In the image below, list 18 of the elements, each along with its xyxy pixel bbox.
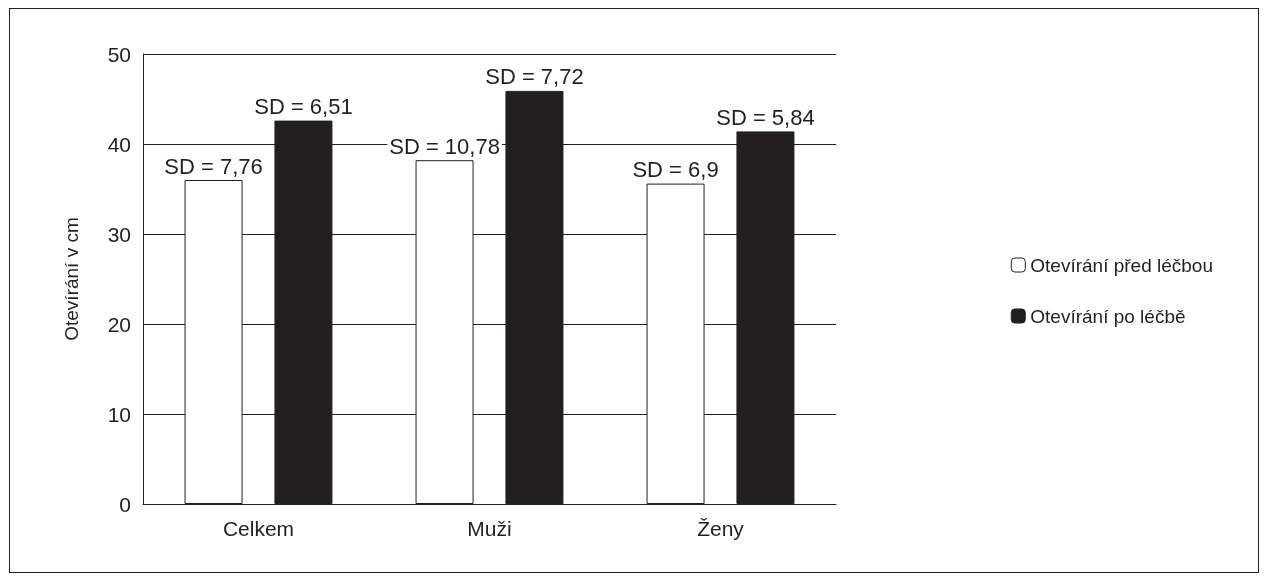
legend-label: Otevírání po léčbě: [1030, 305, 1186, 327]
y-tick-label: 40: [107, 132, 131, 156]
annotation: SD = 7,72: [485, 64, 584, 90]
y-tick-label: 10: [107, 402, 131, 426]
x-tick-label: Muži: [467, 517, 512, 540]
annotation: SD = 6,51: [254, 94, 353, 120]
x-tick-label: Ženy: [697, 517, 745, 540]
annotation: SD = 5,84: [716, 104, 815, 130]
annotation: SD = 10,78: [389, 133, 500, 159]
annotation: SD = 7,76: [164, 153, 263, 179]
y-tick-label: 30: [107, 222, 131, 246]
y-tick-label: 50: [107, 42, 131, 66]
annotation: SD = 6,9: [632, 157, 719, 183]
y-tick-label: 0: [119, 492, 131, 516]
y-axis-title: Otevírání v cm: [61, 217, 82, 341]
legend-label: Otevírání před léčbou: [1030, 254, 1213, 276]
x-tick-label: Celkem: [222, 517, 295, 540]
y-tick-label: 20: [107, 312, 131, 336]
